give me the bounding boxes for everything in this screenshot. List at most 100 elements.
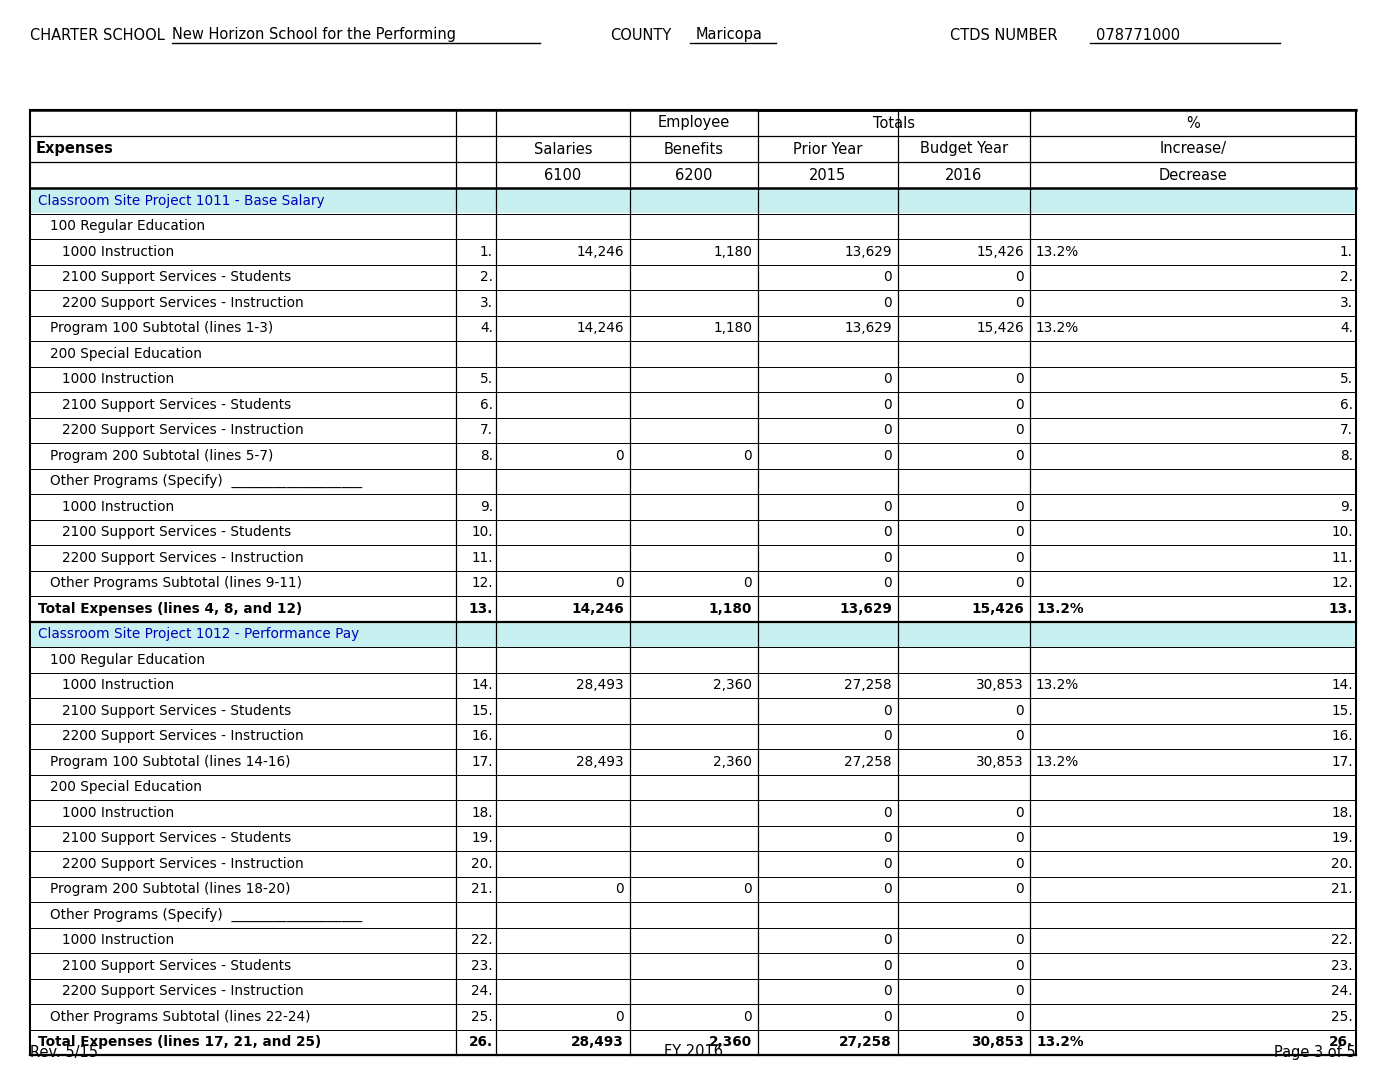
- Text: CTDS NUMBER: CTDS NUMBER: [949, 27, 1058, 42]
- Text: Budget Year: Budget Year: [920, 141, 1008, 157]
- Text: 0: 0: [743, 882, 753, 896]
- Text: 2200 Support Services - Instruction: 2200 Support Services - Instruction: [62, 423, 304, 437]
- Text: 13,629: 13,629: [844, 245, 893, 259]
- Text: 14.: 14.: [1332, 678, 1353, 692]
- Text: 0: 0: [1016, 449, 1024, 462]
- Text: 11.: 11.: [471, 551, 493, 565]
- Bar: [30, 469, 1356, 494]
- Bar: [30, 800, 1356, 825]
- Text: 0: 0: [1016, 525, 1024, 539]
- Text: 2200 Support Services - Instruction: 2200 Support Services - Instruction: [62, 551, 304, 565]
- Text: 24.: 24.: [1332, 984, 1353, 998]
- Text: 0: 0: [1016, 729, 1024, 743]
- Bar: [30, 494, 1356, 519]
- Text: 6.: 6.: [1340, 397, 1353, 411]
- Text: 0: 0: [883, 270, 893, 284]
- Text: 0: 0: [883, 423, 893, 437]
- Text: 13.: 13.: [1329, 602, 1353, 616]
- Text: Maricopa: Maricopa: [696, 27, 762, 42]
- Text: 20.: 20.: [1332, 856, 1353, 870]
- Text: Total Expenses (lines 17, 21, and 25): Total Expenses (lines 17, 21, and 25): [37, 1036, 322, 1050]
- Text: 22.: 22.: [471, 933, 493, 947]
- Text: 6100: 6100: [545, 167, 582, 183]
- Text: 13,629: 13,629: [844, 321, 893, 335]
- Text: 2,360: 2,360: [714, 678, 753, 692]
- Bar: [30, 978, 1356, 1003]
- Text: 0: 0: [883, 551, 893, 565]
- Text: 12.: 12.: [1332, 577, 1353, 591]
- Text: 11.: 11.: [1332, 551, 1353, 565]
- Text: 28,493: 28,493: [577, 678, 624, 692]
- Text: 7.: 7.: [1340, 423, 1353, 437]
- Text: 0: 0: [1016, 397, 1024, 411]
- Text: Program 200 Subtotal (lines 5-7): Program 200 Subtotal (lines 5-7): [50, 449, 273, 462]
- Text: 4.: 4.: [480, 321, 493, 335]
- Text: 1000 Instruction: 1000 Instruction: [62, 933, 175, 947]
- Text: 0: 0: [743, 577, 753, 591]
- Text: 21.: 21.: [471, 882, 493, 896]
- Bar: [30, 291, 1356, 315]
- Text: 078771000: 078771000: [1096, 27, 1179, 42]
- Text: 15.: 15.: [471, 704, 493, 718]
- Text: 0: 0: [883, 1010, 893, 1024]
- Text: Rev. 5/15: Rev. 5/15: [30, 1044, 98, 1059]
- Bar: [30, 519, 1356, 544]
- Text: 16.: 16.: [1332, 729, 1353, 743]
- Text: 18.: 18.: [471, 806, 493, 820]
- Text: 9.: 9.: [1340, 500, 1353, 514]
- Text: 2016: 2016: [945, 167, 983, 183]
- Text: 8.: 8.: [480, 449, 493, 462]
- Text: Prior Year: Prior Year: [793, 141, 862, 157]
- Text: 0: 0: [1016, 806, 1024, 820]
- Text: 0: 0: [883, 525, 893, 539]
- Text: 30,853: 30,853: [976, 678, 1024, 692]
- Text: 0: 0: [615, 1010, 624, 1024]
- Text: 0: 0: [883, 882, 893, 896]
- Text: 1.: 1.: [480, 245, 493, 259]
- Text: Increase/: Increase/: [1160, 141, 1227, 157]
- Text: 2100 Support Services - Students: 2100 Support Services - Students: [62, 270, 291, 284]
- Bar: [30, 188, 1356, 213]
- Text: 30,853: 30,853: [976, 755, 1024, 769]
- Text: 5.: 5.: [1340, 373, 1353, 387]
- Bar: [30, 341, 1356, 366]
- Bar: [30, 774, 1356, 799]
- Text: Other Programs (Specify)  ___________________: Other Programs (Specify) _______________…: [50, 474, 362, 488]
- Text: 21.: 21.: [1332, 882, 1353, 896]
- Text: 2.: 2.: [480, 270, 493, 284]
- Bar: [30, 750, 1356, 774]
- Bar: [30, 877, 1356, 902]
- Text: 2100 Support Services - Students: 2100 Support Services - Students: [62, 397, 291, 411]
- Text: 0: 0: [883, 373, 893, 387]
- Text: 1000 Instruction: 1000 Instruction: [62, 373, 175, 387]
- Text: 0: 0: [883, 704, 893, 718]
- Bar: [30, 265, 1356, 289]
- Text: 1,180: 1,180: [714, 245, 753, 259]
- Text: 0: 0: [1016, 933, 1024, 947]
- Text: 0: 0: [743, 449, 753, 462]
- Text: 1000 Instruction: 1000 Instruction: [62, 245, 175, 259]
- Text: 23.: 23.: [1332, 959, 1353, 973]
- Text: Expenses: Expenses: [36, 141, 114, 157]
- Text: 15,426: 15,426: [976, 245, 1024, 259]
- Text: 0: 0: [743, 1010, 753, 1024]
- Text: 0: 0: [615, 449, 624, 462]
- Text: COUNTY: COUNTY: [610, 27, 671, 42]
- Text: 0: 0: [1016, 832, 1024, 846]
- Text: 0: 0: [883, 449, 893, 462]
- Text: 14,246: 14,246: [571, 602, 624, 616]
- Text: 15,426: 15,426: [976, 321, 1024, 335]
- Text: 3.: 3.: [480, 296, 493, 310]
- Text: 16.: 16.: [471, 729, 493, 743]
- Text: 17.: 17.: [1332, 755, 1353, 769]
- Bar: [30, 621, 1356, 647]
- Text: 1000 Instruction: 1000 Instruction: [62, 806, 175, 820]
- Text: 26.: 26.: [468, 1036, 493, 1050]
- Text: Program 100 Subtotal (lines 14-16): Program 100 Subtotal (lines 14-16): [50, 755, 291, 769]
- Text: Other Programs Subtotal (lines 9-11): Other Programs Subtotal (lines 9-11): [50, 577, 302, 591]
- Text: 3.: 3.: [1340, 296, 1353, 310]
- Text: 19.: 19.: [1331, 832, 1353, 846]
- Text: 100 Regular Education: 100 Regular Education: [50, 652, 205, 666]
- Text: 18.: 18.: [1332, 806, 1353, 820]
- Text: Totals: Totals: [873, 116, 915, 131]
